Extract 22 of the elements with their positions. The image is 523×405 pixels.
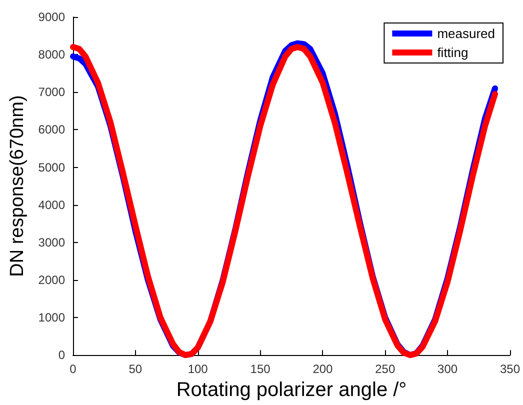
y-tick-label: 6000 [38,122,66,137]
y-tick-label: 2000 [38,272,66,287]
x-tick-label: 250 [375,362,396,376]
x-tick-label: 50 [128,362,142,376]
x-tick-label: 200 [312,362,334,376]
y-tick-label: 7000 [38,85,66,100]
x-tick-label: 100 [188,362,208,376]
x-tick-label: 150 [250,362,271,376]
y-tick-label: 8000 [38,48,66,62]
x-axis-title: Rotating polarizer angle /° [176,379,407,401]
legend-label: measured [437,26,496,41]
y-tick-label: 1000 [38,310,66,325]
x-tick-label: 0 [70,362,77,376]
y-tick-label: 4000 [38,198,66,212]
y-axis-title: DN response(670nm) [7,95,28,277]
x-tick-label: 350 [500,362,520,376]
y-tick-label: 3000 [38,235,66,250]
legend-label: fitting [437,45,468,60]
x-tick-label: 300 [438,362,458,376]
y-tick-label: 9000 [38,10,66,24]
y-tick-label: 0 [58,348,66,362]
y-tick-label: 5000 [38,160,66,174]
